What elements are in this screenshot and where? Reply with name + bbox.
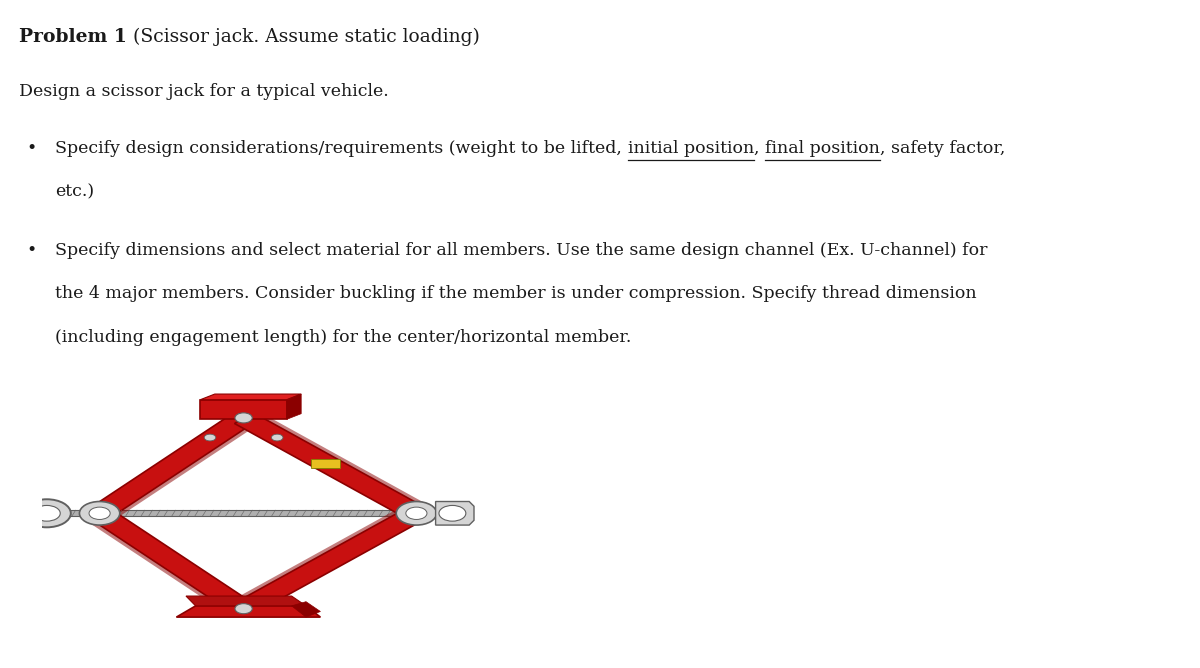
Text: final position: final position	[764, 140, 880, 157]
Polygon shape	[200, 399, 287, 420]
Circle shape	[396, 502, 437, 525]
Polygon shape	[230, 506, 407, 603]
Text: etc.): etc.)	[55, 184, 95, 200]
Polygon shape	[436, 502, 474, 525]
Polygon shape	[90, 413, 253, 518]
Text: Problem 1: Problem 1	[19, 28, 127, 46]
Circle shape	[89, 507, 110, 520]
Text: (including engagement length) for the center/horizontal member.: (including engagement length) for the ce…	[55, 329, 631, 345]
Circle shape	[235, 413, 252, 423]
Circle shape	[34, 506, 60, 521]
Polygon shape	[176, 606, 320, 617]
Polygon shape	[234, 508, 426, 615]
Polygon shape	[109, 423, 258, 520]
FancyBboxPatch shape	[47, 510, 469, 516]
Polygon shape	[85, 518, 234, 616]
Polygon shape	[287, 394, 301, 420]
Text: •: •	[26, 242, 37, 259]
Text: (Scissor jack. Assume static loading): (Scissor jack. Assume static loading)	[127, 28, 480, 46]
Text: Design a scissor jack for a typical vehicle.: Design a scissor jack for a typical vehi…	[19, 84, 389, 100]
Text: Specify design considerations/requirements (weight to be lifted,: Specify design considerations/requiremen…	[55, 140, 628, 157]
Circle shape	[406, 507, 427, 520]
Polygon shape	[234, 412, 426, 519]
Text: initial position: initial position	[628, 140, 754, 157]
Text: , safety factor,: , safety factor,	[880, 140, 1006, 157]
Polygon shape	[292, 602, 320, 617]
Circle shape	[271, 434, 283, 441]
Circle shape	[23, 499, 71, 527]
Text: the 4 major members. Consider buckling if the member is under compression. Speci: the 4 major members. Consider buckling i…	[55, 285, 977, 302]
Circle shape	[204, 434, 216, 441]
Circle shape	[439, 506, 466, 521]
Circle shape	[79, 502, 120, 525]
Polygon shape	[200, 394, 301, 399]
Polygon shape	[90, 508, 253, 614]
Polygon shape	[311, 458, 340, 468]
Circle shape	[235, 604, 252, 614]
Polygon shape	[186, 596, 306, 606]
Polygon shape	[253, 410, 430, 508]
Text: •: •	[26, 140, 37, 157]
Text: ,: ,	[754, 140, 764, 157]
Text: Specify dimensions and select material for all members. Use the same design chan: Specify dimensions and select material f…	[55, 242, 988, 259]
